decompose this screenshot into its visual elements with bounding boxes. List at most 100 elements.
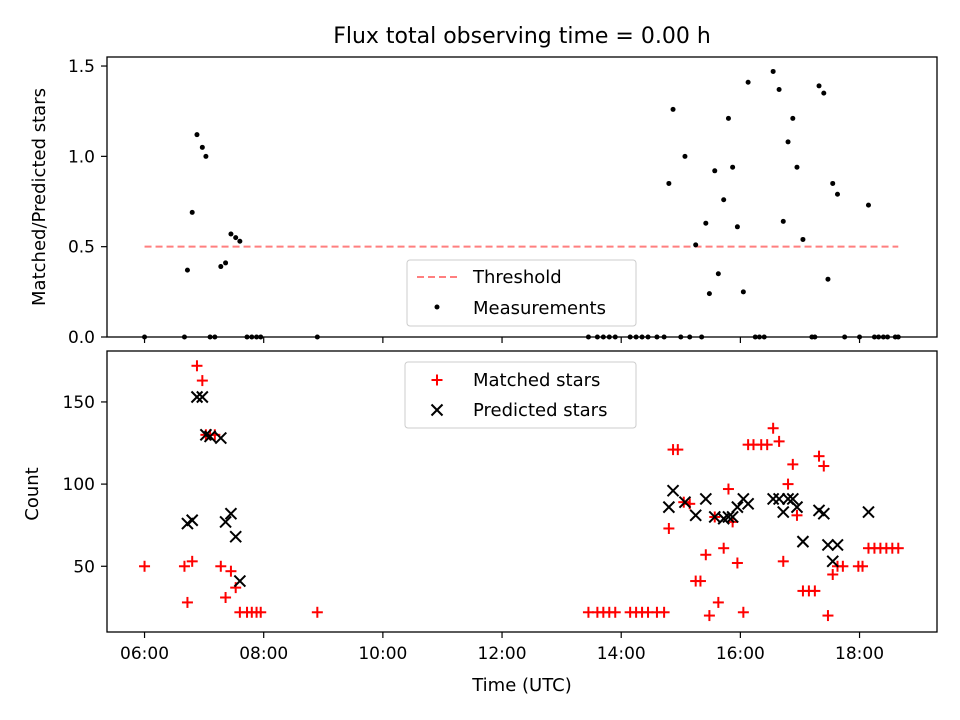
- matched-star-point: [181, 596, 193, 608]
- predicted-legend-swatch: [430, 403, 444, 417]
- predicted-star-point: [741, 497, 755, 511]
- measurement-point: [199, 144, 205, 150]
- matched-star-point: [731, 557, 743, 569]
- measurement-point: [228, 231, 234, 237]
- predicted-star-point: [219, 515, 232, 529]
- bottom-x-tick-label: 16:00: [716, 644, 765, 664]
- matched-star-point: [787, 458, 799, 470]
- measurement-point: [730, 164, 736, 170]
- top-legend-label-0: Threshold: [472, 267, 562, 288]
- matched-star-point: [857, 560, 869, 572]
- bottom-panel: 50 100 150 06:00 08:00 10:00 12:00 14:00 16:00 1…: [22, 350, 938, 696]
- matched-star-point: [712, 596, 724, 608]
- top-y-tick-label: 0.5: [68, 238, 95, 258]
- predicted-star-point: [678, 495, 692, 509]
- predicted-star-point: [666, 484, 680, 497]
- matched-star-point: [178, 560, 190, 572]
- matched-star-point: [837, 560, 849, 572]
- predicted-star-point: [821, 538, 835, 552]
- predicted-star-point: [731, 500, 744, 514]
- measurement-point: [725, 115, 731, 121]
- bottom-legend-label-1: Predicted stars: [473, 400, 607, 421]
- matched-star-point: [139, 560, 151, 572]
- measurement-point: [715, 271, 721, 277]
- predicted-star-point: [796, 535, 810, 548]
- matched-star-point: [694, 575, 706, 587]
- matched-star-point: [718, 542, 730, 554]
- predicted-star-point: [199, 428, 213, 442]
- top-axes-frame: [106, 56, 938, 338]
- predicted-star-point: [826, 555, 839, 568]
- measurement-point: [816, 83, 822, 89]
- measurement-point: [682, 153, 688, 159]
- matched-star-point: [703, 610, 715, 622]
- bottom-plot-area: [139, 360, 904, 622]
- measurement-point: [785, 139, 791, 145]
- bottom-legend-label-0: Matched stars: [473, 370, 600, 391]
- bottom-y-ticks: 50 100 150: [63, 393, 107, 577]
- matched-star-point: [255, 606, 267, 618]
- matched-star-point: [225, 565, 237, 577]
- predicted-star-point: [777, 505, 790, 519]
- measurement-point: [834, 191, 840, 197]
- matched-star-point: [773, 435, 785, 447]
- matched-star-point: [196, 375, 208, 387]
- predicted-star-point: [203, 430, 217, 443]
- predicted-star-point: [862, 505, 875, 519]
- measurement-point: [790, 115, 796, 121]
- top-panel: 0.0 0.5 1.0 1.5 Matched/Predicted stars Thr…: [29, 56, 938, 348]
- matched-star-point: [767, 422, 779, 434]
- measurement-point: [233, 235, 239, 241]
- measurements-legend-swatch: [434, 304, 440, 310]
- top-plot-area: [142, 68, 901, 340]
- measurement-point: [693, 242, 699, 248]
- measurement-point: [721, 197, 727, 203]
- predicted-legend-marker: [430, 403, 444, 417]
- bottom-legend: Matched stars Predicted stars: [404, 361, 637, 429]
- predicted-star-point: [699, 492, 713, 506]
- bottom-x-tick-label: 14:00: [597, 644, 646, 664]
- top-legend-box: [406, 259, 637, 327]
- measurement-point: [794, 164, 800, 170]
- bottom-x-ticks: 06:00 08:00 10:00 12:00 14:00 16:00 18:00: [120, 632, 884, 664]
- matched-star-point: [822, 610, 834, 622]
- predicted-star-point: [214, 431, 228, 445]
- bottom-x-axis-label: Time (UTC): [471, 675, 572, 696]
- bottom-x-tick-label: 18:00: [835, 644, 884, 664]
- measurement-point: [223, 260, 229, 266]
- measurement-point: [237, 238, 243, 244]
- matched-star-point: [791, 509, 803, 521]
- measurement-point: [203, 153, 209, 159]
- matched-star-point: [186, 555, 198, 567]
- measurement-point: [670, 106, 676, 112]
- measurement-point: [189, 209, 195, 215]
- measurement-point: [184, 267, 190, 273]
- measurement-point: [865, 202, 871, 208]
- measurement-point: [745, 79, 751, 85]
- measurement-point: [821, 90, 827, 96]
- predicted-star-point: [185, 514, 199, 527]
- measurement-point: [776, 87, 782, 93]
- matched-star-point: [215, 560, 227, 572]
- matched-star-point: [827, 568, 839, 580]
- top-y-ticks: 0.0 0.5 1.0 1.5: [68, 57, 107, 348]
- predicted-star-point: [786, 492, 800, 506]
- measurement-point: [218, 264, 224, 270]
- predicted-star-point: [689, 509, 702, 522]
- matched-star-point: [609, 606, 621, 618]
- bottom-y-tick-label: 150: [63, 393, 95, 413]
- bottom-x-tick-label: 06:00: [120, 644, 169, 664]
- bottom-x-tick-label: 12:00: [478, 644, 527, 664]
- matched-star-point: [892, 542, 904, 554]
- predicted-star-point: [224, 507, 238, 520]
- bottom-legend-box: [404, 361, 637, 429]
- top-x-ticks: [143, 337, 861, 343]
- matched-legend-swatch: [431, 374, 443, 386]
- measurement-point: [666, 180, 672, 186]
- predicted-star-point: [233, 574, 247, 588]
- matched-star-point: [813, 450, 825, 462]
- top-legend-label-1: Measurements: [473, 298, 606, 319]
- matched-star-point: [700, 549, 712, 561]
